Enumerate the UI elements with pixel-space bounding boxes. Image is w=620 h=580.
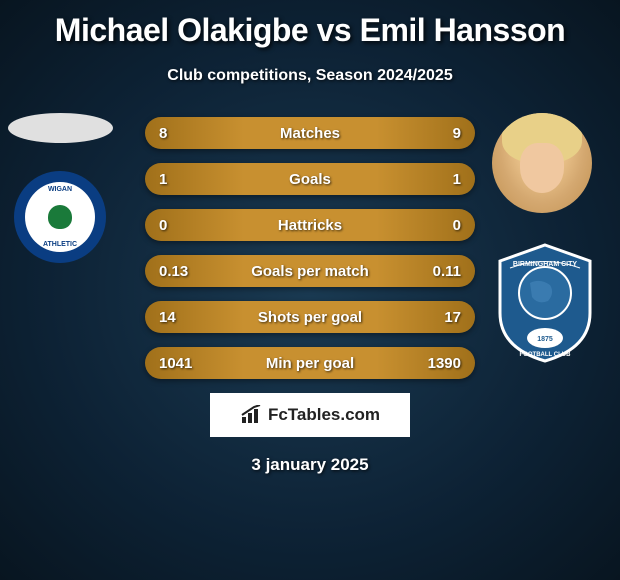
stat-right-value: 0	[421, 217, 461, 234]
comparison-subtitle: Club competitions, Season 2024/2025	[0, 67, 620, 85]
badge-text-bottom: ATHLETIC	[25, 241, 95, 248]
stat-row-goals-per-match: 0.13 Goals per match 0.11	[145, 255, 475, 287]
badge-text-top: WIGAN	[25, 186, 95, 193]
birmingham-badge-icon: BIRMINGHAM CITY 1875 FOOTBALL CLUB	[490, 243, 600, 363]
stat-label: Shots per goal	[258, 309, 362, 326]
stat-left-value: 1	[159, 171, 199, 188]
svg-text:BIRMINGHAM CITY: BIRMINGHAM CITY	[513, 261, 577, 268]
player-right-club-badge: BIRMINGHAM CITY 1875 FOOTBALL CLUB	[490, 243, 600, 363]
stat-label: Hattricks	[278, 217, 342, 234]
wigan-badge-inner: WIGAN ATHLETIC	[25, 182, 95, 252]
brand-box: FcTables.com	[210, 393, 410, 437]
stat-label: Matches	[280, 125, 340, 142]
comparison-date: 3 january 2025	[0, 455, 620, 475]
stat-right-value: 9	[421, 125, 461, 142]
brand-text: FcTables.com	[268, 405, 380, 425]
stat-left-value: 14	[159, 309, 199, 326]
stat-row-shots-per-goal: 14 Shots per goal 17	[145, 301, 475, 333]
stat-right-value: 1390	[421, 355, 461, 372]
player-left-avatar	[8, 113, 113, 143]
wigan-tree-icon	[48, 205, 72, 229]
stat-label: Min per goal	[266, 355, 354, 372]
stat-left-value: 0	[159, 217, 199, 234]
stat-row-hattricks: 0 Hattricks 0	[145, 209, 475, 241]
stat-left-value: 0.13	[159, 263, 199, 280]
stat-right-value: 1	[421, 171, 461, 188]
svg-text:1875: 1875	[537, 336, 553, 343]
stat-right-value: 17	[421, 309, 461, 326]
stat-left-value: 8	[159, 125, 199, 142]
stat-label: Goals	[289, 171, 331, 188]
comparison-title: Michael Olakigbe vs Emil Hansson	[0, 0, 620, 49]
stat-row-goals: 1 Goals 1	[145, 163, 475, 195]
brand-chart-icon	[240, 405, 264, 425]
main-area: WIGAN ATHLETIC BIRMINGHAM CITY 1875 FOOT…	[0, 113, 620, 379]
stat-row-min-per-goal: 1041 Min per goal 1390	[145, 347, 475, 379]
stat-right-value: 0.11	[421, 263, 461, 280]
stat-label: Goals per match	[251, 263, 369, 280]
stat-left-value: 1041	[159, 355, 199, 372]
player-left-club-badge: WIGAN ATHLETIC	[14, 171, 106, 263]
avatar-face	[520, 143, 564, 193]
svg-text:FOOTBALL CLUB: FOOTBALL CLUB	[520, 352, 572, 358]
player-right-avatar	[492, 113, 592, 213]
stat-row-matches: 8 Matches 9	[145, 117, 475, 149]
stats-column: 8 Matches 9 1 Goals 1 0 Hattricks 0 0.13…	[145, 113, 475, 379]
